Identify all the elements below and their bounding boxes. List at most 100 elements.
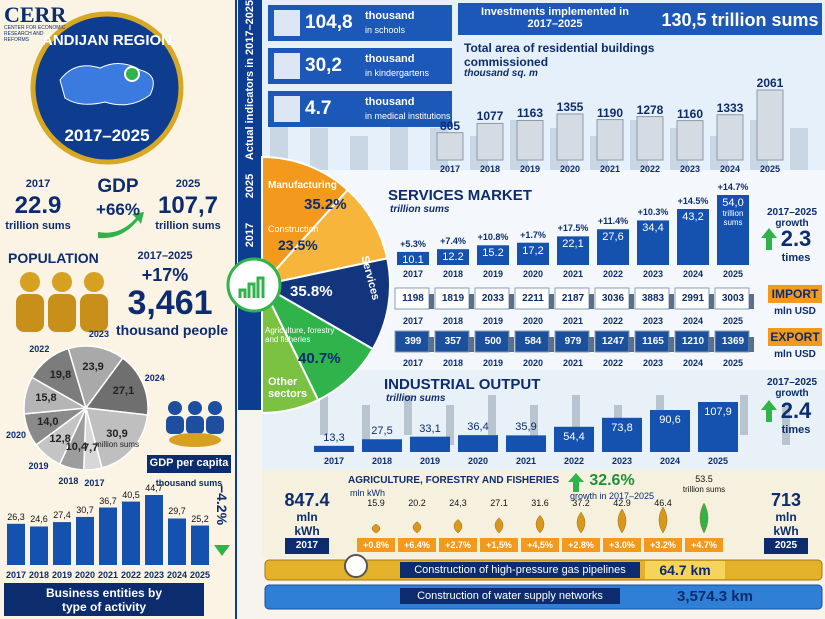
icon-body bbox=[186, 416, 204, 434]
wheat bbox=[535, 514, 545, 534]
bar bbox=[7, 523, 25, 565]
value-label: 73,8 bbox=[611, 421, 633, 434]
bar bbox=[477, 245, 509, 265]
year: 2025 bbox=[774, 540, 798, 551]
factory bbox=[404, 395, 412, 435]
factory bbox=[362, 405, 370, 445]
truck-cab bbox=[549, 337, 554, 352]
population-value: 3,461 bbox=[127, 284, 213, 322]
bar bbox=[397, 251, 429, 265]
title: GDP per capita bbox=[149, 457, 229, 469]
truck-cab bbox=[749, 337, 754, 352]
bar bbox=[30, 526, 48, 565]
sector-wedge bbox=[259, 188, 389, 287]
factory bbox=[488, 395, 496, 435]
bar bbox=[506, 435, 546, 452]
unit: mln kWh bbox=[350, 488, 386, 498]
year-box bbox=[285, 538, 329, 554]
value-label: 31.6 bbox=[531, 498, 549, 508]
year-label: 2023 bbox=[642, 358, 664, 368]
icon-head bbox=[188, 401, 202, 415]
year-label: 2025 bbox=[722, 316, 744, 326]
year-label: 2024 bbox=[682, 269, 704, 279]
year-label: 2020 bbox=[559, 164, 581, 174]
value-label: 1160 bbox=[676, 106, 704, 121]
trade-tag bbox=[768, 328, 822, 346]
up-arrow bbox=[568, 473, 584, 492]
bar bbox=[122, 501, 140, 565]
value-label: 24,6 bbox=[30, 514, 48, 525]
indicator-label: in schools bbox=[365, 25, 406, 35]
sector-name: Agriculture, forestry and fisheries bbox=[265, 326, 335, 344]
year-label: 2018 bbox=[28, 570, 50, 580]
year-label: 2017 bbox=[5, 570, 27, 580]
growth-label: +1.7% bbox=[520, 229, 546, 240]
skyline bbox=[310, 128, 328, 170]
title-box bbox=[147, 455, 231, 473]
title-box bbox=[4, 583, 204, 616]
energy-value: 847.4 bbox=[284, 490, 330, 510]
unit: mln USD bbox=[774, 349, 816, 360]
year-label: 2023 bbox=[143, 570, 165, 580]
building bbox=[596, 119, 624, 161]
trade-value: 2991 bbox=[681, 293, 705, 304]
investments-label: Investments implemented in 2017–2025 bbox=[481, 6, 629, 30]
trade-value: 357 bbox=[444, 336, 462, 347]
section-title: SERVICES MARKET bbox=[388, 187, 532, 204]
side-band bbox=[238, 0, 262, 410]
pipeline-label: Construction of water supply networks bbox=[417, 590, 603, 602]
unit: trillion sums bbox=[155, 220, 221, 232]
bar bbox=[517, 242, 549, 265]
growth-box bbox=[521, 538, 559, 552]
year-label: 2017 bbox=[323, 456, 345, 466]
total-label: growth in 2017–2025 bbox=[569, 491, 655, 501]
truck-cab bbox=[509, 294, 514, 309]
year-label: 2020 bbox=[74, 570, 96, 580]
factory bbox=[446, 405, 454, 445]
bar bbox=[458, 435, 498, 452]
value-label: 46.4 bbox=[654, 498, 672, 508]
year-label: 2023 bbox=[679, 164, 701, 174]
year-label: 2022 bbox=[29, 344, 50, 355]
indicator-unit: thousand bbox=[365, 10, 415, 22]
year-label: 2025 bbox=[759, 164, 781, 174]
person-head bbox=[20, 272, 40, 292]
building bbox=[556, 113, 584, 161]
value-label: 1077 bbox=[476, 109, 504, 124]
trade-value: 584 bbox=[524, 336, 542, 347]
value-label: 43,2 bbox=[682, 211, 704, 223]
unit: mln USD bbox=[774, 306, 816, 317]
trade-value: 1247 bbox=[601, 336, 625, 347]
year-label: 2020 bbox=[5, 429, 26, 440]
trade-title: IMPORT bbox=[771, 287, 819, 301]
value-label: 15.2 bbox=[482, 247, 504, 260]
year-label: 2019 bbox=[482, 269, 504, 279]
year-label: 2023 bbox=[642, 269, 664, 279]
value-label: 15.9 bbox=[367, 498, 385, 508]
coins bbox=[169, 433, 221, 447]
total-label: 2017–2025 growth bbox=[766, 207, 818, 229]
truck-cab bbox=[669, 337, 674, 352]
slice-label: 19,8 bbox=[49, 368, 72, 381]
wheat bbox=[658, 506, 668, 534]
year-label: 2020 bbox=[522, 269, 544, 279]
year-label: 2021 bbox=[515, 456, 537, 466]
year-label: 2025 bbox=[189, 570, 211, 580]
indicator-value: 30,2 bbox=[305, 55, 342, 76]
icon-head bbox=[168, 401, 182, 415]
building bbox=[516, 119, 544, 161]
value-label: 1190 bbox=[596, 105, 624, 120]
person-head bbox=[84, 272, 104, 292]
total: 32.6% bbox=[589, 472, 635, 489]
value-label: 27,4 bbox=[53, 510, 71, 521]
sector-share: 35.2% bbox=[304, 196, 347, 213]
slice-label: 10,4 bbox=[65, 440, 88, 453]
growth-label: +2.8% bbox=[568, 540, 594, 550]
indicator-icon bbox=[274, 53, 300, 79]
growth-label: +2.7% bbox=[445, 540, 471, 550]
period: 2017–2025 bbox=[64, 126, 150, 145]
value-label: 53.5 bbox=[695, 474, 713, 484]
truck-cab bbox=[629, 294, 634, 309]
bar bbox=[410, 436, 450, 452]
